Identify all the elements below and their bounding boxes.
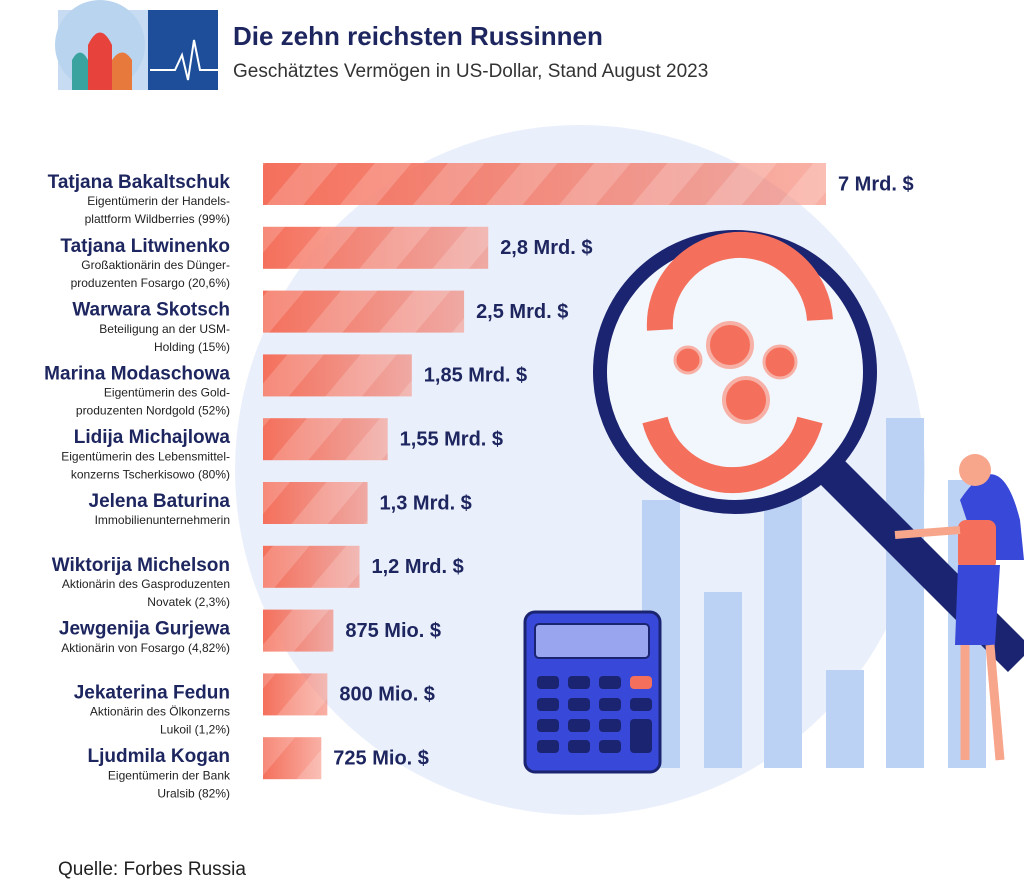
logo xyxy=(55,0,218,90)
category-description: produzenten Nordgold (52%) xyxy=(76,404,230,418)
category-description: Eigentümerin des Gold- xyxy=(104,386,230,400)
value-label: 7 Mrd. $ xyxy=(838,173,914,195)
chart-subtitle: Geschätztes Vermögen in US-Dollar, Stand… xyxy=(233,61,708,82)
category-label: Jekaterina Fedun xyxy=(74,682,230,703)
category-label: Tatjana Litwinenko xyxy=(60,236,230,257)
bar-texture xyxy=(263,673,328,716)
value-label: 2,5 Mrd. $ xyxy=(476,301,568,323)
chart-title: Die zehn reichsten Russinnen xyxy=(233,21,603,51)
category-description: plattform Wildberries (99%) xyxy=(85,212,230,226)
value-label: 725 Mio. $ xyxy=(333,747,429,769)
category-label: Tatjana Bakaltschuk xyxy=(48,172,231,193)
bar-texture xyxy=(263,226,489,269)
category-description: Uralsib (82%) xyxy=(157,786,230,800)
bar-texture xyxy=(263,290,465,333)
value-label: 875 Mio. $ xyxy=(345,620,441,642)
value-label: 1,3 Mrd. $ xyxy=(380,492,472,514)
category-label: Marina Modaschowa xyxy=(44,363,230,384)
category-label: Warwara Skotsch xyxy=(72,300,230,321)
category-label: Wiktorija Michelson xyxy=(52,555,230,576)
source: Quelle: Forbes Russia xyxy=(58,859,246,880)
category-label: Lidija Michajlowa xyxy=(74,427,231,448)
category-description: Beteiligung an der USM- xyxy=(99,322,230,336)
category-description: Großaktionärin des Dünger- xyxy=(81,258,230,272)
category-label: Ljudmila Kogan xyxy=(88,746,231,767)
category-label: Jelena Baturina xyxy=(89,491,231,512)
value-label: 800 Mio. $ xyxy=(339,684,435,706)
category-description: Holding (15%) xyxy=(154,340,230,354)
value-label: 1,55 Mrd. $ xyxy=(400,428,503,450)
bar-texture xyxy=(263,418,388,461)
category-description: Aktionärin des Ölkonzerns xyxy=(90,705,230,719)
bar-texture xyxy=(263,163,826,205)
category-description: Eigentümerin des Lebensmittel- xyxy=(61,449,230,463)
bar-texture xyxy=(263,354,412,397)
category-description: Lukoil (1,2%) xyxy=(160,723,230,737)
category-description: Eigentümerin der Bank xyxy=(108,768,231,782)
category-description: Eigentümerin der Handels- xyxy=(87,194,230,208)
bar-texture xyxy=(263,545,360,588)
value-label: 1,85 Mrd. $ xyxy=(424,365,527,387)
category-description: Aktionärin von Fosargo (4,82%) xyxy=(61,641,230,655)
category-description: konzerns Tscherkisowo (80%) xyxy=(71,467,230,481)
bar-texture xyxy=(263,482,368,524)
value-label: 2,8 Mrd. $ xyxy=(500,237,592,259)
category-description: Aktionärin des Gasproduzenten xyxy=(62,577,230,591)
category-description: Novatek (2,3%) xyxy=(147,595,230,609)
category-description: Immobilienunternehmerin xyxy=(95,513,230,527)
bar-texture xyxy=(263,609,334,652)
value-label: 1,2 Mrd. $ xyxy=(372,556,464,578)
category-label: Jewgenija Gurjewa xyxy=(59,619,230,640)
bar-texture xyxy=(263,737,322,780)
category-description: produzenten Fosargo (20,6%) xyxy=(71,276,230,290)
